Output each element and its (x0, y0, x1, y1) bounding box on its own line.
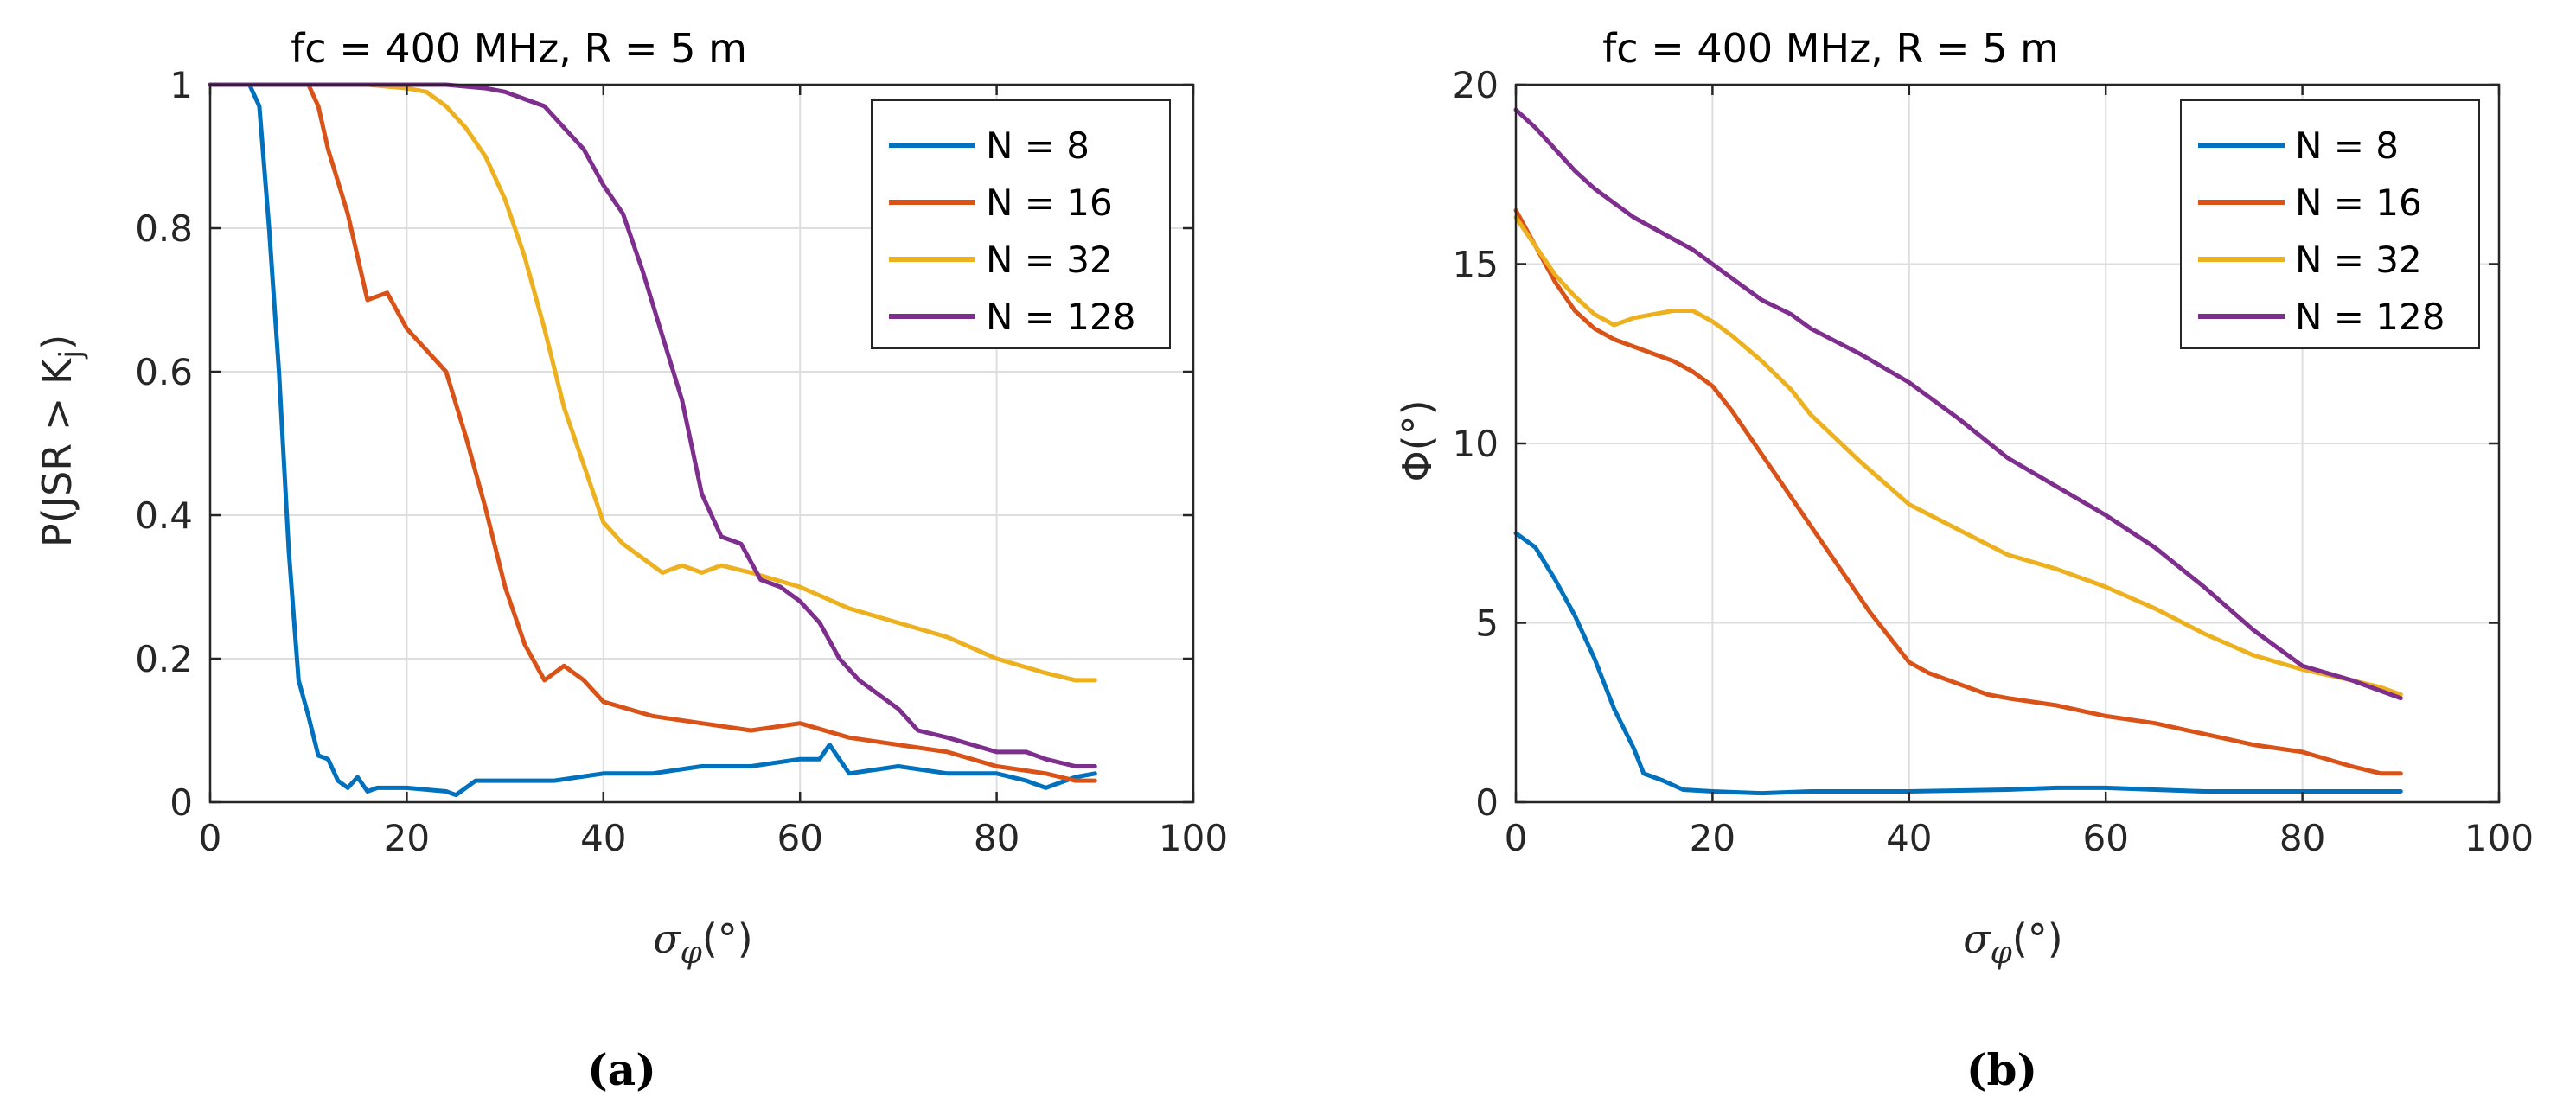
panel-a: 0 20 40 60 80 100 0 0.2 0.4 0.6 0.8 1 fc = 400 MHz,… (34, 25, 1228, 1095)
legend-label-3: N = 128 (2295, 296, 2445, 338)
y-label-end-a: ) (34, 335, 80, 350)
y-tick-label: 0 (169, 781, 193, 824)
legend-label-2: N = 32 (986, 239, 1113, 281)
legend-a: N = 8 N = 16 N = 32 N = 128 (871, 99, 1171, 349)
y-tick-label: 0 (1475, 781, 1499, 824)
y-tick-label: 0.4 (135, 494, 193, 537)
x-tick-label: 20 (384, 817, 430, 859)
series-line-n128 (1513, 107, 2403, 701)
legend-label-1: N = 16 (2295, 182, 2422, 224)
x-tick-label: 100 (1159, 817, 1228, 859)
caption-a: (a) (587, 1044, 656, 1095)
legend-b: N = 8 N = 16 N = 32 N = 128 (2180, 99, 2480, 349)
y-label-main-a: P(JSR > K (34, 357, 80, 547)
legend-label-0: N = 8 (986, 124, 1090, 167)
y-tick-label: 10 (1453, 423, 1499, 465)
caption-b: (b) (1966, 1044, 2037, 1095)
y-label-main-b: Φ(°) (1394, 399, 1441, 481)
legend-label-3: N = 128 (986, 296, 1135, 338)
ticks-b: 0 20 40 60 80 100 0 5 10 15 20 (1453, 64, 2534, 859)
y-tick-label: 0.2 (135, 638, 193, 680)
y-tick-label: 5 (1475, 603, 1499, 645)
x-tick-label: 60 (2082, 817, 2128, 859)
legend-box (871, 99, 1171, 349)
series-group-a (208, 82, 1097, 798)
series-line-n32 (1513, 215, 2403, 697)
x-tick-label: 20 (1690, 817, 1735, 859)
series-line-n32 (208, 82, 1097, 683)
y-label-sub-a: j (54, 350, 89, 360)
y-tick-label: 20 (1453, 64, 1499, 106)
x-label-sub-a: φ (681, 935, 703, 971)
ticks-a: 0 20 40 60 80 100 0 0.2 0.4 0.6 0.8 1 (135, 64, 1228, 859)
x-label-unit-b: (°) (2012, 915, 2063, 962)
series-line-n16 (1513, 207, 2403, 776)
x-tick-label: 0 (1505, 817, 1528, 859)
x-tick-label: 80 (2279, 817, 2325, 859)
x-label-main-b: σ (1963, 915, 1991, 962)
y-axis-label-b: Φ(°) (1394, 399, 1441, 481)
x-tick-label: 80 (974, 817, 1020, 859)
legend-box (2180, 99, 2480, 349)
y-tick-label: 0.6 (135, 351, 193, 393)
series-line-n16 (208, 82, 1097, 783)
chart-title-a: fc = 400 MHz, R = 5 m (291, 25, 747, 72)
x-tick-label: 60 (777, 817, 822, 859)
series-line-n8 (208, 82, 1097, 798)
x-tick-label: 0 (199, 817, 222, 859)
x-tick-label: 100 (2464, 817, 2534, 859)
axes-box-a (208, 83, 1195, 804)
series-line-n128 (208, 82, 1097, 768)
x-label-unit-a: (°) (702, 915, 753, 962)
series-group-b (1513, 107, 2403, 796)
legend-label-1: N = 16 (986, 182, 1113, 224)
x-axis-label-a: σφ(°) (653, 915, 753, 971)
y-axis-label-a: P(JSR > Kj) (34, 335, 89, 547)
x-tick-label: 40 (580, 817, 626, 859)
legend-label-0: N = 8 (2295, 124, 2399, 167)
y-tick-label: 15 (1453, 244, 1499, 286)
x-axis-label-b: σφ(°) (1963, 915, 2063, 971)
x-tick-label: 40 (1886, 817, 1932, 859)
panel-b: 0 20 40 60 80 100 0 5 10 15 20 fc = 400 MHz, R = 5… (1394, 25, 2534, 1095)
series-line-n8 (1513, 531, 2403, 796)
x-label-main-a: σ (653, 915, 681, 962)
x-label-sub-b: φ (1991, 935, 2013, 971)
legend-label-2: N = 32 (2295, 239, 2422, 281)
y-tick-label: 0.8 (135, 207, 193, 250)
chart-title-b: fc = 400 MHz, R = 5 m (1602, 25, 2059, 72)
y-tick-label: 1 (169, 64, 193, 106)
